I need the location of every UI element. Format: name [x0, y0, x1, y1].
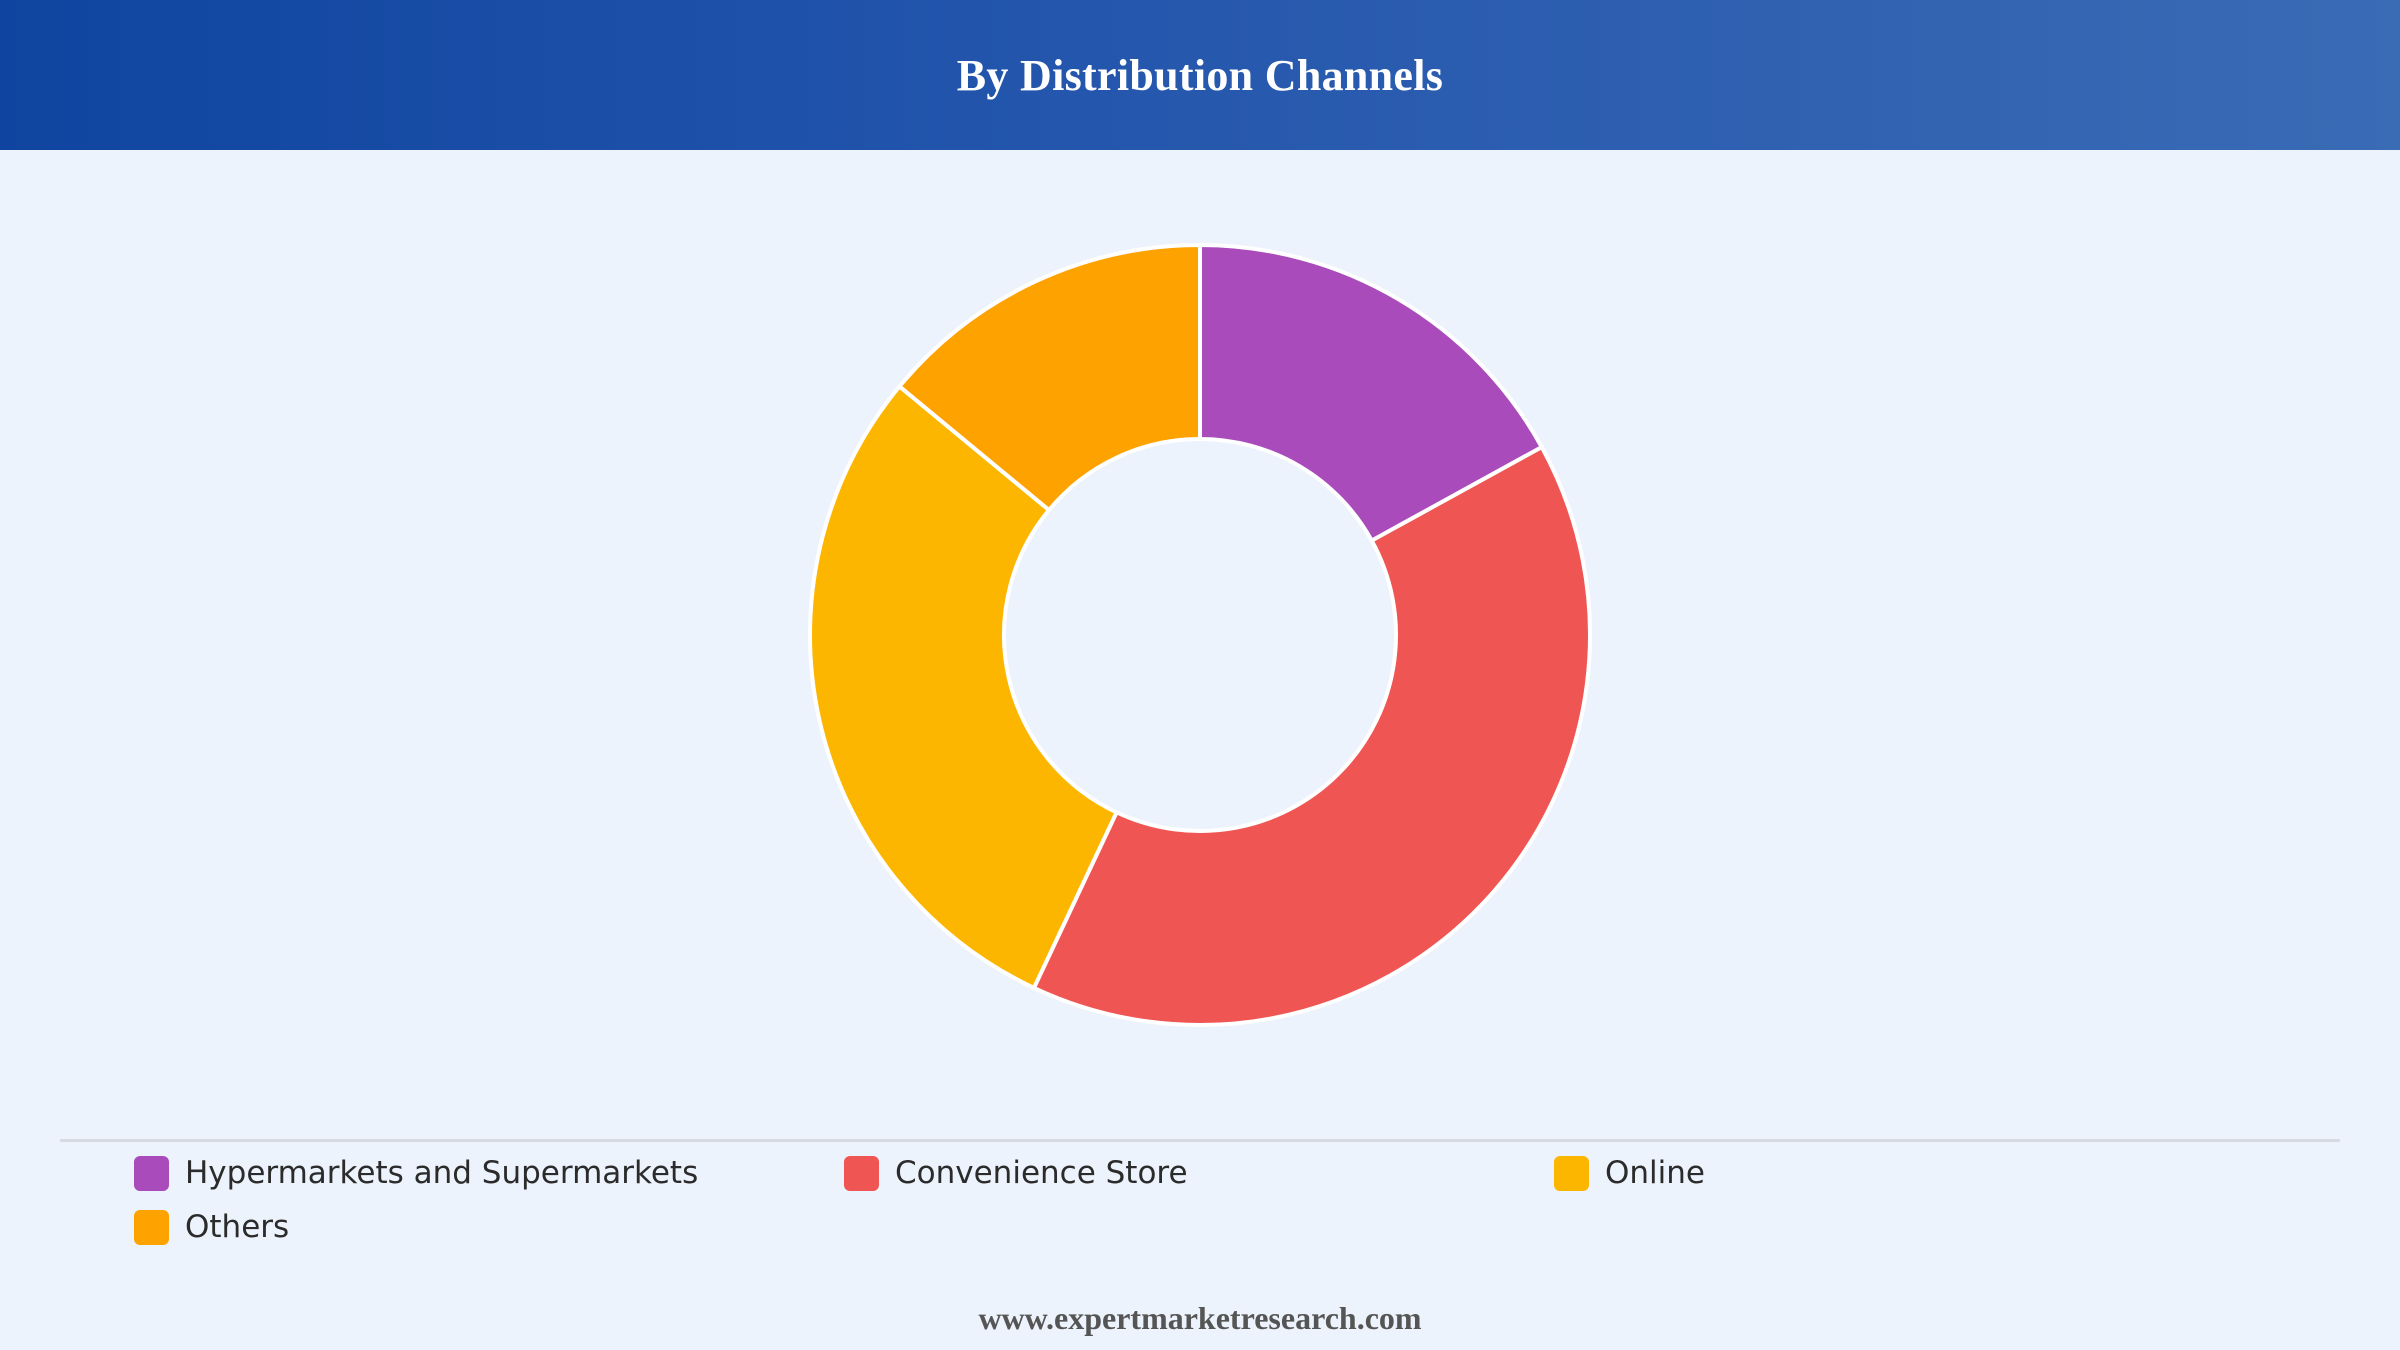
- legend-swatch: [134, 1155, 169, 1191]
- legend-label: Others: [185, 1209, 290, 1245]
- source-footer: www.expertmarketresearch.com: [978, 1300, 1422, 1336]
- legend-label: Convenience Store: [895, 1155, 1188, 1191]
- donut-slice-others[interactable]: [897, 243, 1202, 513]
- legend-item-hypermarkets[interactable]: Hypermarkets and Supermarkets: [134, 1155, 844, 1191]
- chart-header: By Distribution Channels: [0, 0, 2400, 150]
- legend-label: Online: [1605, 1155, 1705, 1191]
- chart-area: [0, 150, 2400, 1130]
- legend: Hypermarkets and Supermarkets Convenienc…: [134, 1155, 2284, 1245]
- legend-item-convenience-store[interactable]: Convenience Store: [844, 1155, 1554, 1191]
- donut-chart: [808, 243, 1592, 1027]
- donut-slice-hypermarkets-and-supermarkets[interactable]: [1198, 243, 1544, 543]
- donut-slice-convenience-store[interactable]: [1031, 445, 1592, 1027]
- donut-slice-online[interactable]: [808, 384, 1119, 990]
- legend-swatch: [134, 1209, 169, 1245]
- chart-title: By Distribution Channels: [956, 50, 1444, 100]
- legend-item-others[interactable]: Others: [134, 1209, 844, 1245]
- legend-label: Hypermarkets and Supermarkets: [185, 1155, 699, 1191]
- legend-swatch: [844, 1155, 879, 1191]
- legend-divider: [60, 1139, 2340, 1142]
- legend-item-online[interactable]: Online: [1554, 1155, 2264, 1191]
- legend-swatch: [1554, 1155, 1589, 1191]
